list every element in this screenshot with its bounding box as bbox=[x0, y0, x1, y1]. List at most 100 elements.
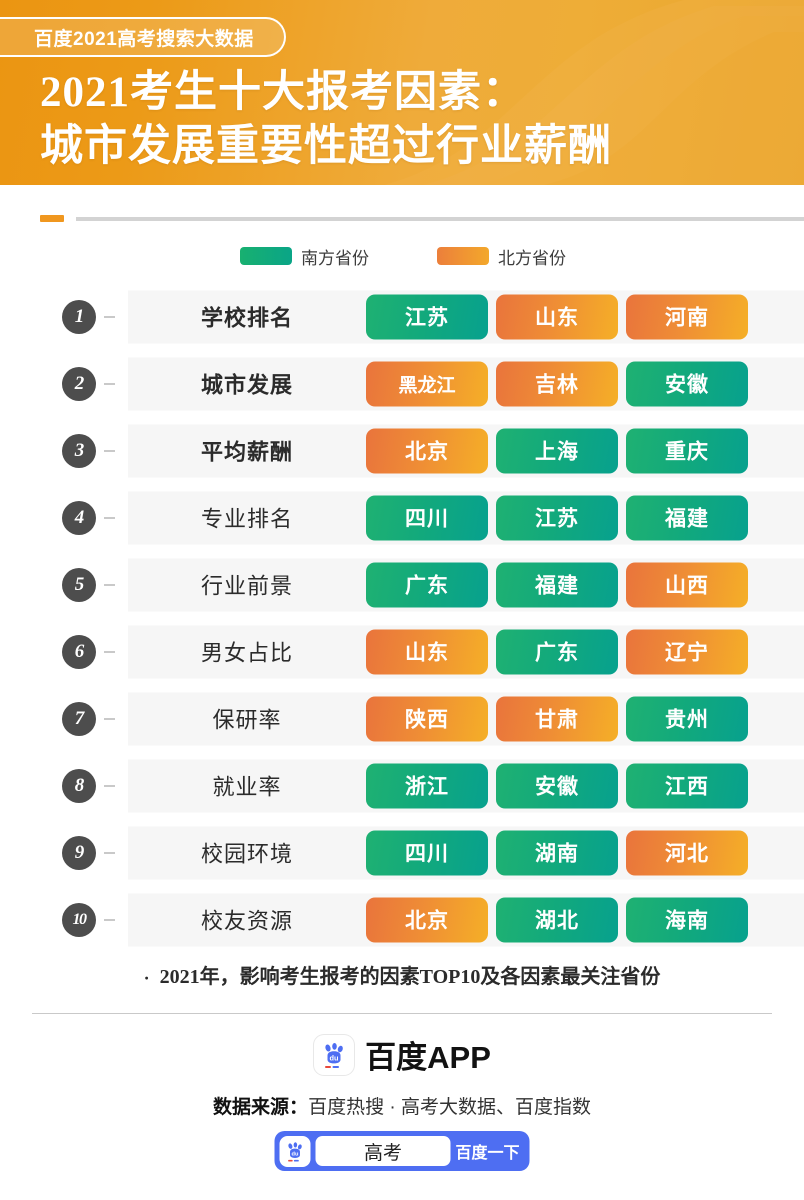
legend-item-north: 北方省份 bbox=[437, 244, 566, 269]
chart-caption: · 2021年，影响考生报考的因素TOP10及各因素最关注省份 bbox=[0, 960, 804, 989]
rank-badge: 5 bbox=[62, 567, 96, 602]
factor-label: 平均薪酬 bbox=[200, 439, 293, 465]
connector-dash-icon bbox=[104, 851, 115, 854]
data-source-value: 百度热搜 · 高考大数据、百度指数 bbox=[308, 1097, 591, 1118]
table-row: 10 校友资源 北京 湖北 海南 bbox=[0, 886, 804, 953]
province-pill: 福建 bbox=[496, 562, 618, 607]
province-pill: 甘肃 bbox=[496, 696, 618, 741]
province-pill-group: 陕西 甘肃 贵州 bbox=[366, 696, 748, 741]
legend-item-south: 南方省份 bbox=[240, 244, 369, 269]
section-divider bbox=[0, 215, 804, 222]
table-row: 1 学校排名 江苏 山东 河南 bbox=[0, 283, 804, 350]
province-pill: 四川 bbox=[366, 830, 488, 875]
accent-bar bbox=[40, 215, 64, 222]
connector-dash-icon bbox=[104, 717, 115, 720]
province-pill: 江西 bbox=[626, 763, 748, 808]
header-tag-label: 百度2021高考搜索大数据 bbox=[34, 28, 254, 50]
province-pill: 贵州 bbox=[626, 696, 748, 741]
factor-label: 男女占比 bbox=[200, 640, 293, 666]
rank-badge: 6 bbox=[62, 634, 96, 669]
baidu-paw-icon: du bbox=[313, 1033, 356, 1076]
caption-bullet-icon: · bbox=[143, 967, 150, 988]
province-pill: 北京 bbox=[366, 897, 488, 942]
province-pill-group: 北京 湖北 海南 bbox=[366, 897, 748, 942]
province-pill-group: 四川 江苏 福建 bbox=[366, 495, 748, 540]
connector-dash-icon bbox=[104, 382, 115, 385]
data-source-label: 数据来源： bbox=[213, 1097, 309, 1118]
legend-swatch-north-icon bbox=[437, 247, 489, 265]
footer-divider bbox=[32, 1013, 772, 1014]
brand-name: 百度APP bbox=[365, 1040, 491, 1075]
province-pill: 广东 bbox=[366, 562, 488, 607]
province-pill: 上海 bbox=[496, 428, 618, 473]
table-row: 2 城市发展 黑龙江 吉林 安徽 bbox=[0, 350, 804, 417]
svg-text:du: du bbox=[292, 1151, 299, 1157]
province-pill-group: 黑龙江 吉林 安徽 bbox=[366, 361, 748, 406]
province-pill: 山东 bbox=[366, 629, 488, 674]
rank-badge: 3 bbox=[62, 433, 96, 468]
table-row: 5 行业前景 广东 福建 山西 bbox=[0, 551, 804, 618]
province-pill: 北京 bbox=[366, 428, 488, 473]
divider-line bbox=[76, 217, 804, 221]
connector-dash-icon bbox=[104, 583, 115, 586]
table-row: 9 校园环境 四川 湖南 河北 bbox=[0, 819, 804, 886]
connector-dash-icon bbox=[104, 449, 115, 452]
rank-badge: 8 bbox=[62, 768, 96, 803]
connector-dash-icon bbox=[104, 784, 115, 787]
connector-dash-icon bbox=[104, 650, 115, 653]
legend-label-south: 南方省份 bbox=[301, 248, 369, 268]
table-row: 7 保研率 陕西 甘肃 贵州 bbox=[0, 685, 804, 752]
province-pill: 黑龙江 bbox=[366, 361, 488, 406]
province-pill: 湖南 bbox=[496, 830, 618, 875]
province-pill-group: 浙江 安徽 江西 bbox=[366, 763, 748, 808]
rank-badge: 2 bbox=[62, 366, 96, 401]
factor-label: 保研率 bbox=[212, 707, 282, 733]
header-banner: 百度2021高考搜索大数据 2021考生十大报考因素： 城市发展重要性超过行业薪… bbox=[0, 0, 804, 185]
table-row: 8 就业率 浙江 安徽 江西 bbox=[0, 752, 804, 819]
province-pill-group: 广东 福建 山西 bbox=[366, 562, 748, 607]
factor-label: 学校排名 bbox=[200, 305, 293, 331]
province-pill: 海南 bbox=[626, 897, 748, 942]
factor-label: 城市发展 bbox=[200, 372, 293, 398]
table-row: 3 平均薪酬 北京 上海 重庆 bbox=[0, 417, 804, 484]
factor-label: 专业排名 bbox=[200, 506, 293, 532]
rank-badge: 4 bbox=[62, 500, 96, 535]
province-pill: 安徽 bbox=[496, 763, 618, 808]
connector-dash-icon bbox=[104, 315, 115, 318]
header-tag: 百度2021高考搜索大数据 bbox=[0, 17, 286, 57]
caption-text: 2021年，影响考生报考的因素TOP10及各因素最关注省份 bbox=[159, 966, 661, 988]
province-pill: 重庆 bbox=[626, 428, 748, 473]
factor-label: 行业前景 bbox=[200, 573, 293, 599]
province-pill: 福建 bbox=[626, 495, 748, 540]
rank-badge: 7 bbox=[62, 701, 96, 736]
province-pill: 四川 bbox=[366, 495, 488, 540]
province-pill: 河北 bbox=[626, 830, 748, 875]
search-input[interactable]: 高考 bbox=[315, 1136, 451, 1166]
province-pill: 山东 bbox=[496, 294, 618, 339]
province-pill: 广东 bbox=[496, 629, 618, 674]
search-button[interactable]: 百度一下 bbox=[455, 1145, 520, 1162]
province-pill-group: 江苏 山东 河南 bbox=[366, 294, 748, 339]
legend: 南方省份 北方省份 bbox=[0, 243, 804, 269]
factor-label: 就业率 bbox=[212, 774, 282, 800]
province-pill: 江苏 bbox=[366, 294, 488, 339]
province-pill: 安徽 bbox=[626, 361, 748, 406]
brand-lockup: du 百度APP bbox=[0, 1032, 804, 1077]
province-pill: 吉林 bbox=[496, 361, 618, 406]
table-row: 4 专业排名 四川 江苏 福建 bbox=[0, 484, 804, 551]
table-row: 6 男女占比 山东 广东 辽宁 bbox=[0, 618, 804, 685]
legend-swatch-south-icon bbox=[240, 247, 292, 265]
ranking-list: 1 学校排名 江苏 山东 河南 2 城市发展 黑龙江 吉林 安徽 3 平均薪酬 北京 上海 重庆 4 专业排名四… bbox=[0, 283, 804, 953]
baidu-search-bar[interactable]: du 高考 百度一下 bbox=[274, 1131, 530, 1171]
connector-dash-icon bbox=[104, 918, 115, 921]
data-source: 数据来源：百度热搜 · 高考大数据、百度指数 bbox=[0, 1092, 804, 1119]
rank-badge: 9 bbox=[62, 835, 96, 870]
connector-dash-icon bbox=[104, 516, 115, 519]
baidu-paw-icon-small: du bbox=[279, 1135, 311, 1167]
province-pill: 辽宁 bbox=[626, 629, 748, 674]
province-pill: 陕西 bbox=[366, 696, 488, 741]
province-pill-group: 北京 上海 重庆 bbox=[366, 428, 748, 473]
province-pill: 江苏 bbox=[496, 495, 618, 540]
province-pill-group: 四川 湖南 河北 bbox=[366, 830, 748, 875]
